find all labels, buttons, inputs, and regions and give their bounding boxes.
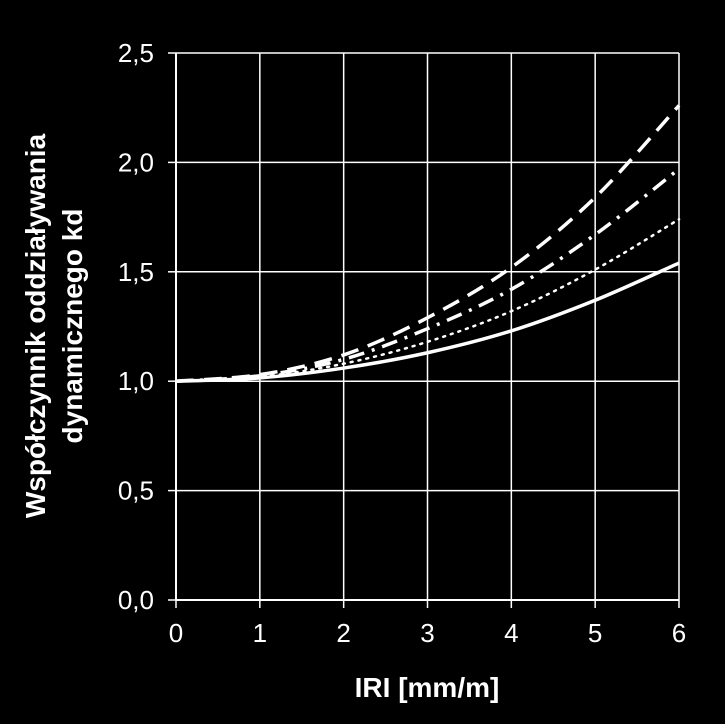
x-tick-label: 2 — [336, 618, 350, 648]
y-tick-label: 2,5 — [118, 38, 154, 68]
y-tick-label: 2,0 — [118, 147, 154, 177]
y-tick-label: 0,5 — [118, 476, 154, 506]
series-line-dotted — [174, 218, 681, 383]
x-tick-label: 0 — [169, 618, 183, 648]
x-tick-labels: 0 1 2 3 4 5 6 — [169, 618, 686, 648]
grid-lines — [175, 52, 680, 601]
axes — [168, 52, 680, 608]
y-axis-title: Współczynnik oddziaływania dynamicznego … — [20, 133, 88, 518]
y-tick-label: 1,0 — [118, 366, 154, 396]
y-axis-title-line-1: Współczynnik oddziaływania — [20, 133, 51, 518]
x-tick-label: 4 — [504, 618, 518, 648]
y-tick-labels: 0,0 0,5 1,0 1,5 2,0 2,5 — [118, 38, 154, 615]
x-tick-label: 5 — [588, 618, 602, 648]
y-axis-title-line-2: dynamicznego kd — [57, 209, 88, 444]
series-line-solid — [175, 261, 680, 383]
x-axis-title: IRI [mm/m] — [355, 672, 500, 703]
series-line-dash-dot — [175, 167, 681, 383]
x-tick-label: 3 — [420, 618, 434, 648]
x-tick-label: 6 — [672, 618, 686, 648]
y-tick-label: 0,0 — [118, 585, 154, 615]
series-line-dashed — [175, 104, 681, 383]
x-tick-label: 1 — [253, 618, 267, 648]
series-group — [174, 104, 681, 383]
y-tick-label: 1,5 — [118, 257, 154, 287]
